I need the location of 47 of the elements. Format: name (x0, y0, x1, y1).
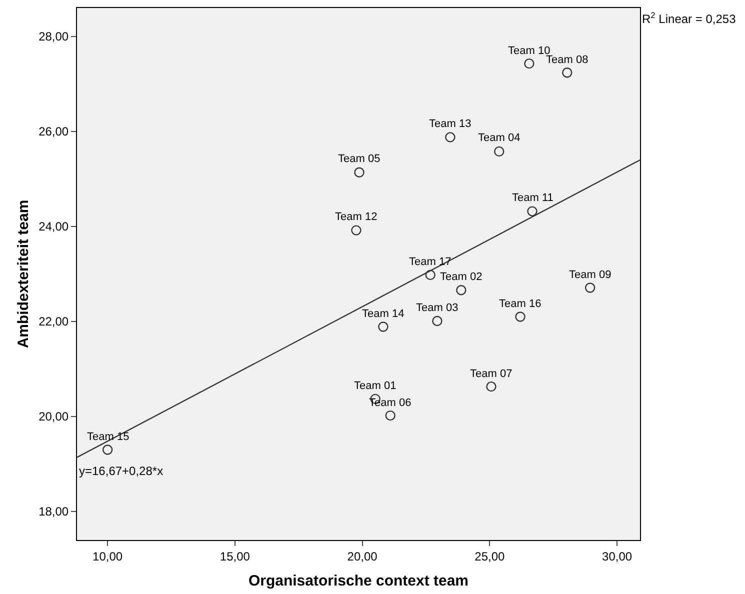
x-tick-label: 10,00 (92, 549, 123, 564)
point (562, 68, 572, 78)
point (584, 282, 596, 293)
annotation: y=16,67+0,28*x (79, 464, 164, 478)
annotation: Team 06 (369, 397, 412, 409)
annotation: Team 03 (416, 302, 458, 314)
point (425, 270, 436, 280)
x-tick-label: 20,00 (347, 549, 378, 564)
annotation: Team 14 (362, 308, 404, 320)
annotation: Team 10 (508, 45, 550, 57)
y-tick-label: 22,00 (38, 314, 69, 329)
annotation: Team 12 (335, 211, 378, 223)
point (354, 167, 364, 178)
x-tick-label: 25,00 (474, 549, 506, 564)
x-axis-title: Organisatorische context team (248, 572, 469, 590)
y-axis-title: Ambidexteriteit team (14, 200, 32, 348)
annotation: Team 01 (354, 380, 396, 392)
point (378, 322, 388, 332)
annotation: Team 13 (429, 118, 472, 130)
point (494, 146, 504, 157)
y-tick-label: 24,00 (38, 220, 69, 234)
point (527, 206, 538, 216)
point (524, 58, 534, 69)
x-tick-label: 15,00 (220, 549, 250, 564)
annotation: Team 15 (87, 431, 130, 443)
y-tick-label: 20,00 (38, 410, 69, 424)
annotation: Team 04 (478, 132, 520, 144)
annotation: Team 11 (512, 192, 554, 204)
text: R$^{2}$ Linear = 0,253 (642, 10, 736, 26)
annotation: Team 16 (499, 298, 542, 310)
y-tick-label: 18,00 (38, 504, 69, 519)
annotation: Team 08 (546, 54, 588, 66)
y-tick-label: 26,00 (38, 124, 69, 139)
annotation: Team 02 (440, 271, 482, 283)
annotation: Team 05 (338, 153, 380, 165)
point (486, 381, 496, 392)
point (351, 225, 362, 236)
point (102, 444, 113, 455)
point (445, 132, 456, 142)
x-tick-label: 30,00 (602, 549, 632, 564)
annotation: Team 09 (569, 269, 612, 281)
point (515, 312, 526, 322)
point (456, 285, 466, 296)
y-tick-label: 28,00 (38, 30, 69, 44)
point (432, 316, 442, 326)
point (385, 410, 396, 421)
annotation: Team 07 (470, 368, 512, 380)
